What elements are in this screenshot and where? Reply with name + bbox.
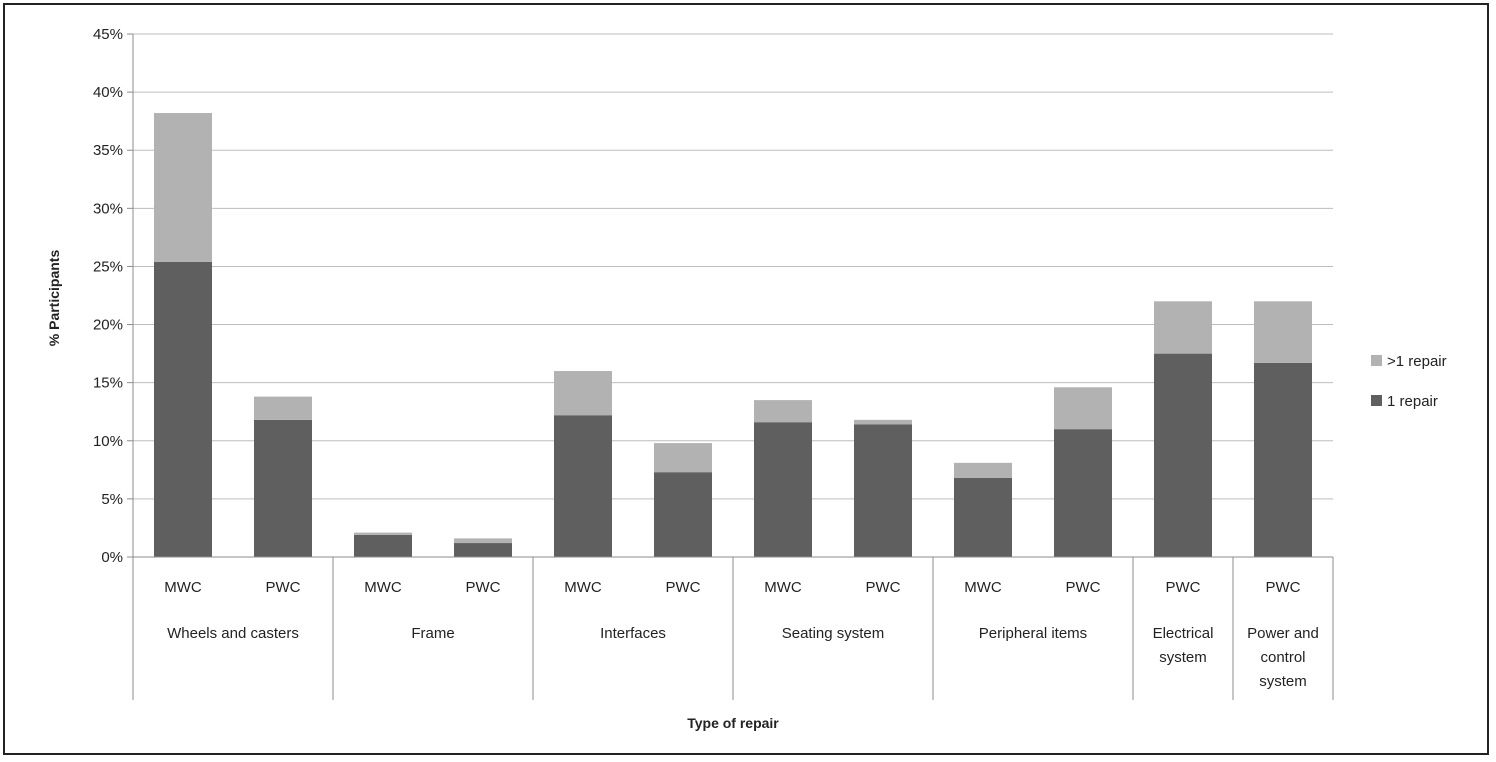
x-category-label: PWC bbox=[1266, 579, 1301, 596]
x-group-label: Interfaces bbox=[600, 625, 666, 642]
x-group-label: Electrical bbox=[1153, 625, 1214, 642]
x-group-label: Wheels and casters bbox=[167, 625, 299, 642]
bar-segment-more-than-one-repair bbox=[454, 538, 512, 544]
bar-segment-one-repair bbox=[854, 424, 912, 557]
x-category-label: MWC bbox=[764, 579, 802, 596]
y-axis-ticks: 0% 5% 10% 15% 20% 25% 30% 35% 40% 45% bbox=[93, 26, 134, 566]
x-category-label: MWC bbox=[964, 579, 1002, 596]
x-group-label: system bbox=[1159, 649, 1207, 666]
bar-segment-one-repair bbox=[554, 415, 612, 557]
bar-segment-one-repair bbox=[1054, 429, 1112, 557]
bar-segment-one-repair bbox=[1154, 353, 1212, 557]
bar-segment-more-than-one-repair bbox=[354, 532, 412, 535]
x-axis-title: Type of repair bbox=[687, 715, 779, 731]
x-category-label: MWC bbox=[364, 579, 402, 596]
x-group-label: Frame bbox=[411, 625, 454, 642]
x-category-label: PWC bbox=[1066, 579, 1101, 596]
x-category-label: PWC bbox=[866, 579, 901, 596]
bar-segment-more-than-one-repair bbox=[1254, 301, 1312, 363]
bar-segment-more-than-one-repair bbox=[154, 113, 212, 262]
chart-frame bbox=[3, 3, 1489, 755]
bar-segment-one-repair bbox=[654, 472, 712, 557]
x-category-label: PWC bbox=[666, 579, 701, 596]
bar-segment-more-than-one-repair bbox=[854, 419, 912, 425]
x-category-label: MWC bbox=[564, 579, 602, 596]
bar-segment-more-than-one-repair bbox=[1154, 301, 1212, 354]
bar-segment-more-than-one-repair bbox=[1054, 387, 1112, 430]
y-axis-title: % Participants bbox=[46, 250, 62, 347]
x-category-label: PWC bbox=[466, 579, 501, 596]
bar-segment-one-repair bbox=[1254, 362, 1312, 557]
y-tick-label: 0% bbox=[101, 549, 123, 566]
bar-segment-more-than-one-repair bbox=[954, 462, 1012, 478]
y-tick-label: 5% bbox=[101, 491, 123, 508]
bar-segment-more-than-one-repair bbox=[254, 396, 312, 420]
y-tick-label: 35% bbox=[93, 142, 123, 159]
bars bbox=[154, 113, 1312, 557]
x-group-label: Seating system bbox=[782, 625, 885, 642]
y-tick-label: 40% bbox=[93, 84, 123, 101]
bar-segment-one-repair bbox=[254, 419, 312, 557]
x-axis: MWC PWC Wheels and casters MWC PWC Frame MWC PW… bbox=[132, 556, 1334, 700]
x-category-label: MWC bbox=[164, 579, 202, 596]
y-tick-label: 25% bbox=[93, 258, 123, 275]
bar-segment-more-than-one-repair bbox=[754, 400, 812, 423]
x-group-label: system bbox=[1259, 673, 1307, 690]
bar-segment-more-than-one-repair bbox=[654, 443, 712, 473]
x-group-label: Power and bbox=[1247, 625, 1319, 642]
y-tick-label: 45% bbox=[93, 26, 123, 43]
x-category-label: PWC bbox=[1166, 579, 1201, 596]
bar-segment-more-than-one-repair bbox=[554, 371, 612, 416]
legend-label: >1 repair bbox=[1387, 353, 1447, 370]
y-tick-label: 30% bbox=[93, 200, 123, 217]
x-group-label: control bbox=[1260, 649, 1305, 666]
x-category-label: PWC bbox=[266, 579, 301, 596]
bar-segment-one-repair bbox=[454, 543, 512, 557]
y-tick-label: 20% bbox=[93, 317, 123, 334]
x-group-label: Peripheral items bbox=[979, 625, 1087, 642]
y-tick-label: 10% bbox=[93, 433, 123, 450]
legend-swatch bbox=[1371, 355, 1382, 366]
bar-segment-one-repair bbox=[354, 534, 412, 557]
bar-segment-one-repair bbox=[154, 261, 212, 557]
gridlines bbox=[133, 33, 1333, 558]
bar-segment-one-repair bbox=[754, 422, 812, 557]
legend-label: 1 repair bbox=[1387, 393, 1438, 410]
bar-segment-one-repair bbox=[954, 477, 1012, 557]
y-tick-label: 15% bbox=[93, 375, 123, 392]
legend-swatch bbox=[1371, 395, 1382, 406]
legend: >1 repair 1 repair bbox=[1371, 353, 1447, 410]
